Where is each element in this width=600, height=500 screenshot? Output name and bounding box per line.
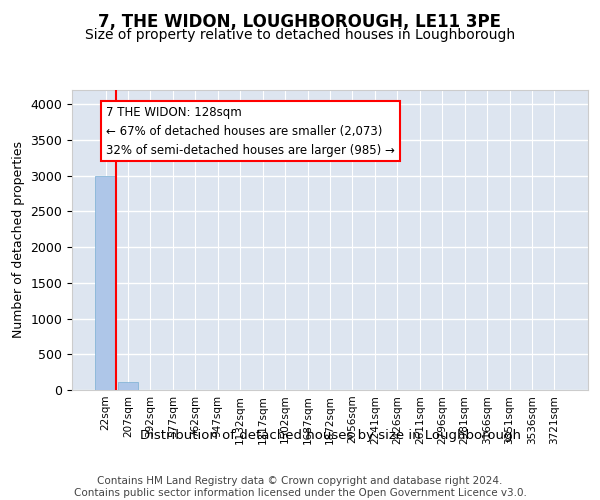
Bar xyxy=(118,382,138,390)
Text: Contains HM Land Registry data © Crown copyright and database right 2024.
Contai: Contains HM Land Registry data © Crown c… xyxy=(74,476,526,498)
Text: Distribution of detached houses by size in Loughborough: Distribution of detached houses by size … xyxy=(139,428,521,442)
Y-axis label: Number of detached properties: Number of detached properties xyxy=(12,142,25,338)
Bar xyxy=(95,176,116,390)
Text: 7 THE WIDON: 128sqm
← 67% of detached houses are smaller (2,073)
32% of semi-det: 7 THE WIDON: 128sqm ← 67% of detached ho… xyxy=(106,106,395,156)
Text: 7, THE WIDON, LOUGHBOROUGH, LE11 3PE: 7, THE WIDON, LOUGHBOROUGH, LE11 3PE xyxy=(98,12,502,30)
Text: Size of property relative to detached houses in Loughborough: Size of property relative to detached ho… xyxy=(85,28,515,42)
